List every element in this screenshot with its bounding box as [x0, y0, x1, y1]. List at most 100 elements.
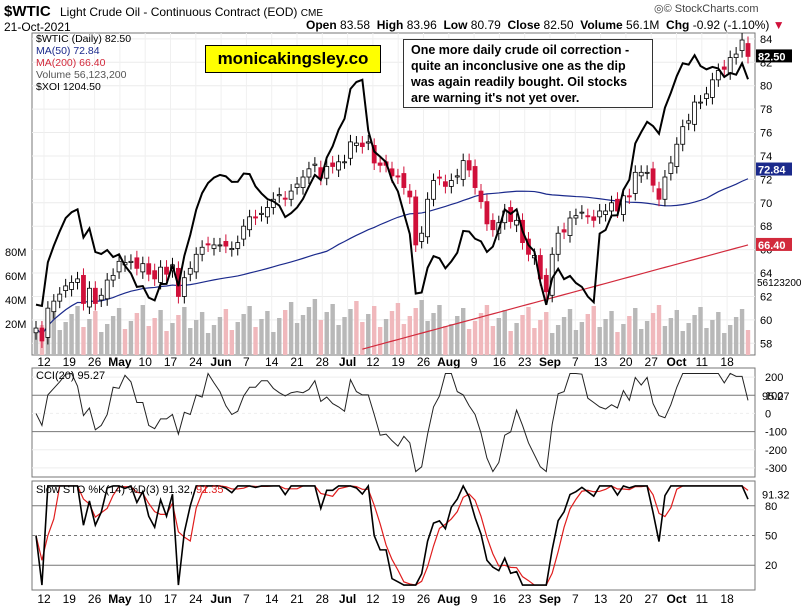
- stoch-tick-label: 80: [765, 501, 777, 513]
- time-tick-label: Oct: [666, 592, 686, 606]
- time-tick-label: 16: [493, 592, 507, 606]
- candle-body: [193, 253, 199, 273]
- time-tick-label: 7: [243, 355, 250, 369]
- volume-bar: [366, 314, 371, 355]
- time-tick-label: 28: [316, 355, 330, 369]
- candle-body: [306, 168, 312, 178]
- time-tick-label: 11: [696, 355, 709, 369]
- candle-body: [407, 190, 413, 198]
- volume-bar: [692, 315, 697, 355]
- stoch-tick-label: 20: [765, 560, 777, 572]
- volume-bar: [324, 312, 329, 355]
- volume-bar: [306, 307, 312, 355]
- price-tick-label: 80: [760, 81, 772, 93]
- candle-body: [288, 190, 294, 200]
- volume-bar: [342, 317, 347, 355]
- volume-bar: [425, 321, 430, 355]
- time-tick-label: 19: [392, 592, 406, 606]
- volume-bar: [407, 316, 412, 355]
- candle-body: [81, 274, 86, 304]
- volume-bar: [650, 313, 656, 355]
- volume-bar: [211, 325, 217, 355]
- time-tick-label: 19: [63, 592, 77, 606]
- candle-body: [294, 183, 300, 188]
- volume-bar: [383, 319, 389, 355]
- time-tick-label: 12: [366, 355, 380, 369]
- time-tick-label: 9: [471, 592, 478, 606]
- candle-body: [359, 142, 365, 147]
- candle-body: [134, 257, 140, 269]
- candle-body: [419, 232, 425, 242]
- time-tick-label: May: [108, 592, 132, 606]
- candle-body: [146, 263, 152, 275]
- candle-body: [330, 162, 336, 167]
- volume-bar: [128, 321, 134, 355]
- volume-bar: [662, 326, 668, 355]
- candle-body: [727, 57, 733, 74]
- volume-bar: [69, 314, 74, 355]
- volume-bar: [419, 300, 424, 355]
- volume-bar: [603, 319, 608, 355]
- candle-body: [312, 163, 318, 166]
- candle-body: [478, 190, 484, 203]
- time-tick-label: 16: [493, 355, 507, 369]
- volume-bar: [288, 302, 294, 355]
- time-tick-label: 7: [572, 355, 579, 369]
- volume-bar: [146, 326, 151, 355]
- candle-body: [585, 215, 591, 218]
- volume-bar: [449, 324, 454, 355]
- candle-body: [567, 217, 573, 236]
- time-tick-label: 26: [88, 355, 102, 369]
- volume-bar: [627, 316, 632, 355]
- cci-tick-label: 100: [765, 390, 783, 402]
- candle-body: [324, 166, 330, 179]
- instrument-name: Light Crude Oil - Continuous Contract (E…: [60, 5, 324, 19]
- volume-bar: [253, 327, 258, 355]
- volume-bar: [728, 325, 733, 355]
- volume-bar: [413, 308, 418, 355]
- candle-body: [75, 278, 80, 283]
- volume-bar: [188, 328, 193, 355]
- cci-title: CCI(20) 95.27: [36, 370, 105, 382]
- volume-bar: [152, 318, 157, 355]
- candle-body: [704, 93, 709, 99]
- volume-bar: [294, 323, 300, 355]
- candle-body: [460, 160, 466, 180]
- time-tick-label: 18: [720, 592, 734, 606]
- volume-bar: [733, 317, 739, 355]
- cci-tick-label: 200: [765, 372, 783, 384]
- last-close-tag-label: 82.50: [758, 51, 786, 63]
- time-tick-label: 18: [720, 355, 734, 369]
- cci-tick-label: -100: [765, 427, 787, 439]
- stoch-last-label: 91.32: [762, 490, 790, 502]
- candle-body: [377, 162, 383, 166]
- volume-bar: [87, 319, 92, 355]
- candle-body: [668, 162, 674, 174]
- candle-body: [92, 287, 98, 304]
- volume-bar: [134, 313, 140, 355]
- volume-bar: [597, 327, 602, 355]
- cci-tick-label: 0: [765, 408, 771, 420]
- candle-body: [401, 173, 407, 188]
- volume-bar: [140, 305, 145, 355]
- volume-bar: [194, 320, 199, 355]
- volume-bar: [372, 306, 377, 355]
- time-tick-label: 26: [88, 592, 102, 606]
- candle-body: [158, 266, 164, 283]
- time-tick-label: 13: [594, 355, 608, 369]
- price-tick-label: 84: [760, 34, 772, 46]
- candle-body: [51, 300, 57, 313]
- candle-body: [247, 216, 253, 231]
- source-credit: ◎© StockCharts.com: [654, 3, 759, 15]
- volume-tick-label: 80M: [5, 247, 26, 259]
- volume-bar: [170, 323, 175, 355]
- candle-body: [211, 244, 217, 249]
- volume-bar: [93, 311, 98, 355]
- candle-body: [199, 246, 205, 255]
- volume-bar: [567, 309, 573, 355]
- candle-body: [342, 161, 347, 164]
- ma50-tag-label: 72.84: [758, 165, 786, 177]
- time-tick-label: 20: [619, 592, 633, 606]
- ohlc-readout: Open 83.58 High 83.96 Low 80.79 Close 82…: [306, 18, 785, 32]
